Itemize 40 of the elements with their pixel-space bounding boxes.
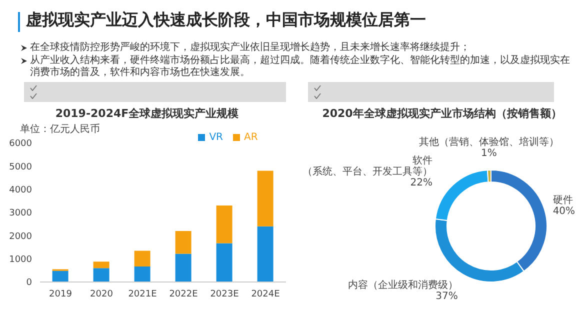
x-tick-label: 2023E [210, 289, 240, 300]
slice-label: 内容（企业级和消费级） [348, 278, 458, 291]
bar [216, 206, 232, 244]
legend-label: AR [244, 132, 258, 143]
y-tick-label: 3000 [9, 208, 32, 219]
x-tick-label: 2024E [251, 289, 280, 300]
data-label: 37% [436, 290, 458, 302]
text: 从产业收入结构来看，硬件终端市场份额占比最高，超过四成。随着传统企业数字化、智能化转型的加速，以及虚拟现实在消费市场的普及，软件和内容市场也在快速发展。 [30, 55, 570, 79]
bar [175, 231, 192, 254]
x-tick-label: 2020 [90, 289, 114, 300]
bar [257, 170, 274, 226]
chart-title: 2019-2024F全球虚拟现实产业规模 [54, 106, 240, 121]
bar [93, 268, 110, 282]
data-label: 22% [410, 178, 433, 189]
bar [134, 250, 150, 266]
x-tick-label: 2021E [128, 289, 158, 300]
slice-label: 其他（营销、体验馆、培训等） [418, 136, 559, 148]
slice-label: 软件（系统、平台、开发工具等） [302, 154, 433, 178]
chart-title: 2020年全球虚拟现实产业市场结构（按销售额） [321, 106, 563, 121]
bar [134, 266, 150, 282]
bar [93, 262, 110, 268]
bar [52, 270, 68, 282]
y-tick-label: 5000 [9, 162, 32, 172]
y-axis-title: 单位：亿元人民币 [20, 122, 100, 136]
y-tick-label: 1000 [9, 255, 32, 266]
data-label: 40% [552, 206, 576, 217]
slice-label: 硬件 [552, 194, 573, 206]
x-tick-label: 2019 [49, 289, 72, 300]
data-label: 1% [481, 148, 497, 160]
legend-label: VR [209, 132, 223, 143]
y-tick-label: 0 [26, 278, 32, 288]
text: 虚拟现实产业迈入快速成长阶段，中国市场规模位居第一 [26, 10, 426, 31]
bar [175, 254, 192, 282]
y-tick-label: 2000 [9, 232, 32, 242]
bar [216, 243, 232, 282]
y-tick-label: 4000 [9, 186, 32, 196]
y-tick-label: 6000 [9, 139, 32, 150]
bar [257, 226, 274, 282]
x-tick-label: 2022E [169, 289, 198, 300]
text: 在全球疫情防控形势严峻的环境下，虚拟现实产业依旧呈现增长趋势，且未来增长速率将继续提升； [30, 42, 471, 54]
